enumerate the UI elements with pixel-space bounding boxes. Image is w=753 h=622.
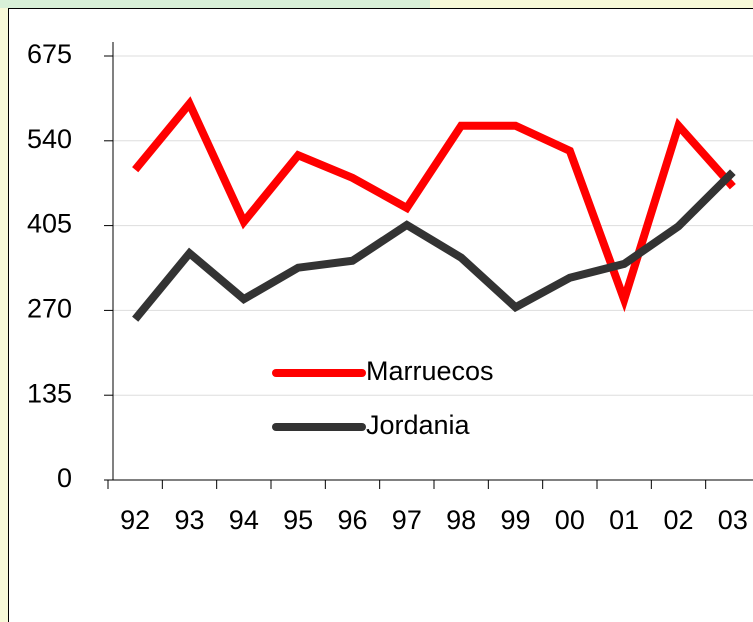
x-tick-label: 98: [446, 505, 476, 535]
x-tick-label: 01: [609, 505, 639, 535]
y-tick-label: 135: [27, 378, 72, 408]
x-tick-label: 99: [500, 505, 530, 535]
plot-panel: [8, 8, 753, 622]
x-tick-label: 96: [337, 505, 367, 535]
y-tick-label: 540: [27, 124, 72, 154]
x-tick-label: 95: [283, 505, 313, 535]
x-tick-label: 02: [663, 505, 693, 535]
series-line: [132, 169, 736, 322]
series-line: [132, 96, 736, 313]
x-tick-label: 93: [174, 505, 204, 535]
background-band: [0, 0, 430, 8]
x-tick-label: 92: [120, 505, 150, 535]
legend-label: Marruecos: [366, 356, 494, 386]
x-tick-label: 97: [392, 505, 422, 535]
x-tick-label: 94: [229, 505, 259, 535]
x-tick-label: 00: [555, 505, 585, 535]
legend-label: Jordania: [366, 410, 471, 440]
y-tick-label: 675: [27, 39, 72, 69]
y-tick-label: 0: [57, 463, 72, 493]
x-tick-label: 03: [718, 505, 748, 535]
y-tick-label: 270: [27, 294, 72, 324]
y-tick-label: 405: [27, 209, 72, 239]
